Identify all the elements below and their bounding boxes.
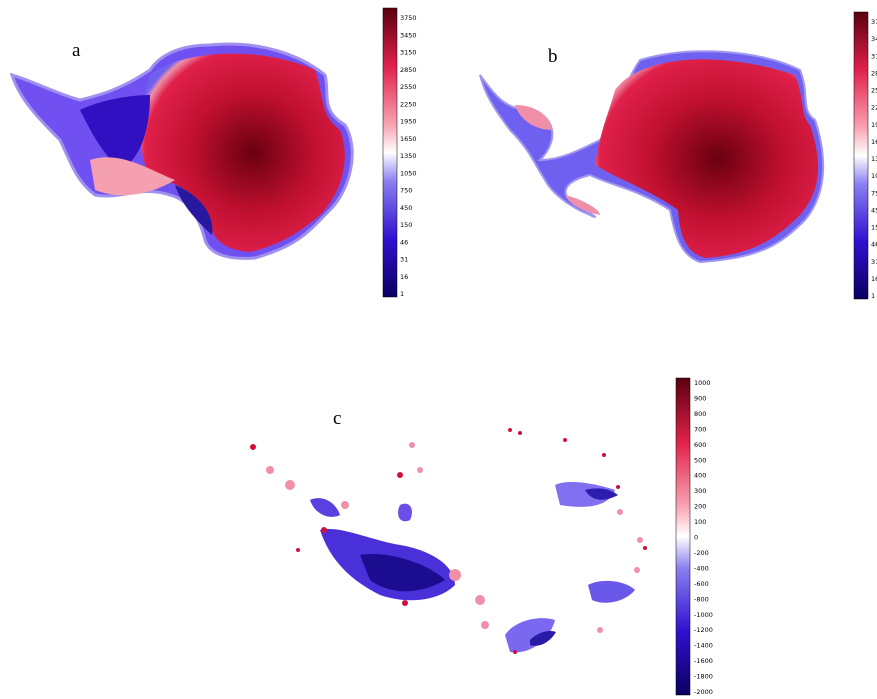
colorbar-label: 2850 [871,69,877,77]
panel-label: a [72,40,81,61]
colorbar-label: 1950 [400,118,417,126]
colorbar-label: -1800 [694,673,713,681]
colorbar-label: 0 [694,534,698,542]
colorbar-label: 1 [400,290,404,298]
panel-label: c [333,408,341,429]
colorbar-label: 2250 [400,100,417,108]
colorbar-label: 200 [694,503,706,511]
map-c [250,428,647,654]
colorbar-label: 3450 [871,35,877,43]
colorbar-label: -600 [694,580,709,588]
colorbar-c [675,377,691,696]
colorbar-label: 3750 [871,18,877,26]
colorbar-label: -2000 [694,688,713,696]
colorbar-label: 3150 [871,52,877,60]
colorbar-label: 1650 [871,138,877,146]
colorbar-label: 46 [871,241,877,249]
colorbar-label: 31 [400,256,408,264]
colorbar-label: 1350 [400,152,417,160]
colorbar-label: 1950 [871,121,877,129]
colorbar-label: 150 [871,224,877,232]
colorbar-label: 3750 [400,14,417,22]
colorbar-label: 1050 [400,169,417,177]
colorbar-label: 400 [694,472,706,480]
colorbar-label: -1600 [694,657,713,665]
colorbar-label: 750 [871,189,877,197]
colorbar-label: 2250 [871,104,877,112]
colorbar-label: 16 [400,273,408,281]
colorbar-label: 700 [694,425,706,433]
colorbar-label: 100 [694,518,706,526]
colorbar-label: -1200 [694,626,713,634]
colorbar-label: 1350 [871,155,877,163]
colorbar-label: 1650 [400,135,417,143]
colorbar-label: 1050 [871,172,877,180]
colorbar-label: 150 [400,221,412,229]
colorbar-label: 3450 [400,31,417,39]
colorbar-label: 2850 [400,66,417,74]
colorbar-label: 300 [694,487,706,495]
colorbar-label: 46 [400,238,408,246]
colorbar-label: 2550 [400,83,417,91]
colorbar-label: 3150 [400,49,417,57]
colorbar-a [382,7,398,298]
colorbar-label: 1000 [694,379,711,387]
colorbar-label: 1 [871,292,875,300]
colorbar-label: 450 [400,204,412,212]
colorbar-label: 900 [694,394,706,402]
colorbar-label: -1000 [694,611,713,619]
panel-label: b [548,46,558,67]
map-b [479,50,825,264]
colorbar-label: -400 [694,564,709,572]
colorbar-b [853,11,869,300]
colorbar-label: 2550 [871,87,877,95]
colorbar-label: 500 [694,456,706,464]
colorbar-label: 16 [871,275,877,283]
colorbar-label: -800 [694,595,709,603]
map-a [9,42,354,260]
colorbar-label: 750 [400,187,412,195]
colorbar-label: 800 [694,410,706,418]
colorbar-label: 450 [871,206,877,214]
colorbar-label: 600 [694,441,706,449]
colorbar-label: 31 [871,258,877,266]
colorbar-label: -200 [694,549,709,557]
colorbar-label: -1400 [694,642,713,650]
